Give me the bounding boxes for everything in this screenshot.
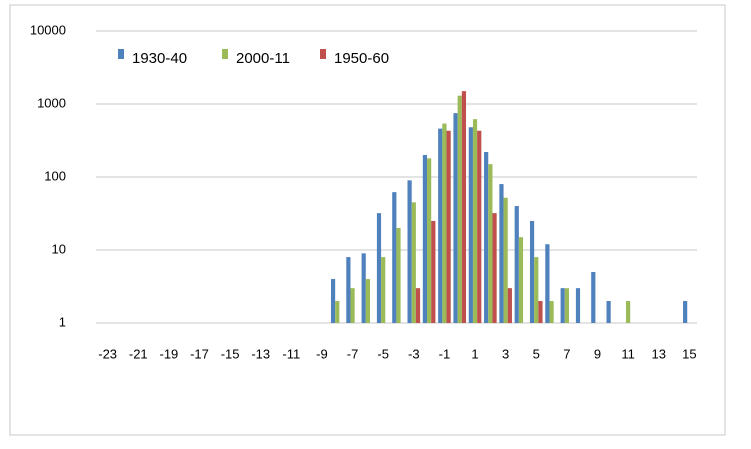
bar — [365, 279, 370, 323]
x-tick-label: 5 — [533, 346, 540, 361]
bar — [396, 228, 401, 323]
bar — [484, 152, 489, 323]
bar — [392, 192, 397, 323]
x-tick-label: -17 — [190, 346, 209, 361]
bar — [683, 301, 688, 323]
y-tick-label: 10 — [52, 241, 66, 256]
x-tick-label: -19 — [159, 346, 178, 361]
bar — [499, 184, 504, 323]
bar — [492, 213, 497, 323]
x-tick-label: 9 — [594, 346, 601, 361]
chart-frame — [9, 4, 726, 436]
x-tick-label: -11 — [282, 346, 300, 361]
bar — [376, 213, 382, 323]
bar — [431, 220, 436, 323]
bar — [549, 301, 554, 323]
bar — [575, 288, 581, 323]
x-tick-label: 3 — [502, 346, 509, 361]
x-tick-label: 15 — [682, 346, 696, 361]
bar — [411, 202, 416, 323]
bar — [468, 127, 473, 324]
x-tick-label: -5 — [377, 346, 389, 361]
bar — [560, 288, 565, 323]
legend-marker — [320, 49, 326, 59]
bar — [361, 253, 366, 323]
x-tick-label: 7 — [563, 346, 570, 361]
bar — [564, 288, 569, 323]
legend-label: 1930-40 — [132, 50, 187, 67]
x-tick-label: 11 — [621, 346, 635, 361]
x-tick-label: -3 — [408, 346, 420, 361]
bar — [438, 128, 443, 323]
y-tick-label: 100 — [44, 168, 66, 183]
bar — [591, 271, 596, 323]
bar — [422, 155, 428, 323]
x-tick-label: -9 — [316, 346, 328, 361]
bar — [488, 164, 493, 323]
bar — [514, 206, 519, 323]
bar — [545, 244, 550, 323]
bar — [606, 301, 611, 323]
bar — [538, 301, 543, 323]
bar — [503, 197, 508, 323]
x-tick-label: -23 — [98, 346, 117, 361]
bar — [335, 301, 340, 323]
bar — [534, 257, 539, 323]
bar — [457, 95, 462, 324]
bar — [442, 123, 447, 324]
bar — [407, 180, 412, 323]
x-tick-label: -15 — [221, 346, 240, 361]
bar — [453, 113, 458, 323]
y-tick-label: 1000 — [37, 95, 66, 110]
x-tick-label: 1 — [471, 346, 478, 361]
legend-marker — [222, 49, 228, 59]
y-tick-label: 1 — [59, 314, 66, 329]
bar — [529, 220, 535, 323]
y-tick-label: 10000 — [30, 22, 66, 37]
bar — [626, 301, 631, 323]
bar — [381, 257, 386, 323]
bar — [415, 288, 421, 323]
x-tick-label: -13 — [251, 346, 270, 361]
bar — [350, 288, 355, 323]
bar — [518, 237, 524, 323]
bar — [461, 91, 467, 323]
bar — [477, 130, 482, 323]
bar — [507, 288, 512, 323]
bar — [330, 279, 336, 323]
x-tick-label: -1 — [439, 346, 451, 361]
bar — [427, 158, 432, 323]
legend-marker — [118, 49, 124, 59]
legend-label: 2000-11 — [236, 50, 290, 67]
x-tick-label: 13 — [651, 346, 665, 361]
legend-label: 1950-60 — [334, 50, 389, 67]
x-tick-label: -7 — [347, 346, 359, 361]
bar — [446, 130, 451, 323]
x-tick-label: -21 — [129, 346, 148, 361]
bar — [472, 119, 478, 324]
bar — [346, 257, 351, 323]
